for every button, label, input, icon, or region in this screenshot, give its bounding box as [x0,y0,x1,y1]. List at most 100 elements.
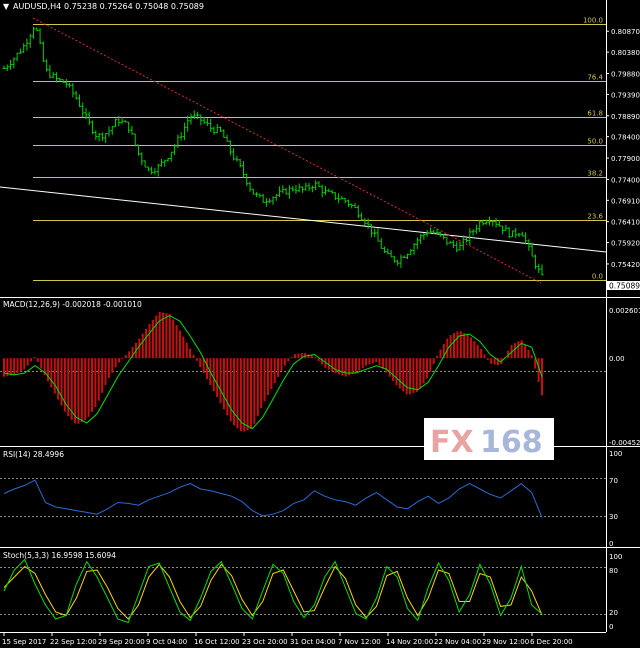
price-bar [304,182,308,191]
macd-hist-bar [185,342,188,359]
macd-hist-bar [53,358,56,394]
price-bar [271,196,275,205]
macd-hist-bar [402,358,405,392]
price-bar [94,130,98,141]
price-bar [501,225,505,235]
price-bar [497,220,501,227]
price-bar [251,188,255,195]
macd-hist-bar [446,338,449,359]
macd-hist-bar [155,315,158,359]
macd-hist-bar [307,354,310,359]
price-bar [117,116,121,127]
price-bar [333,192,337,201]
price-bar [527,239,531,251]
collapse-arrow-icon[interactable]: ▼ [3,2,10,11]
price-tick-label: 0.77400 [611,176,640,184]
rsi-tick-label: 0 [609,540,613,548]
price-bar [399,254,403,268]
macd-hist-bar [439,349,442,359]
macd-signal-line [3,315,543,430]
price-bar [255,191,259,198]
price-bar [533,254,537,270]
rsi-line [3,479,543,518]
macd-hist-bar [128,351,131,359]
macd-hist-bar [270,358,273,390]
rsi-tick-label: 100 [609,450,622,458]
price-bar [346,199,350,208]
macd-hist-bar [182,336,185,359]
macd-hist-bar [118,358,121,363]
price-bar [310,185,314,193]
macd-hist-bar [524,345,527,359]
svg-text:168: 168 [480,425,543,460]
price-bar [471,229,475,236]
price-bar [32,26,36,39]
price-bar [248,181,252,192]
price-bar [432,229,436,235]
price-bar [212,126,216,135]
price-bar [159,159,163,167]
macd-hist-bar [368,358,371,365]
macd-hist-bar [90,358,93,412]
white-trend-line[interactable] [0,186,607,253]
macd-hist-bar [449,335,452,359]
time-axis-ticks: 15 Sep 2017 22 Sep 12:00 29 Sep 20:00 9 Oct… [2,632,573,646]
stoch-tick-label: 0 [609,623,613,631]
price-bar [524,232,528,245]
price-bar [2,65,6,70]
macd-hist-bar [381,358,384,369]
price-bars [2,26,544,276]
macd-hist-bar [537,358,540,382]
price-tick-label: 0.80380 [611,49,640,57]
time-tick-label: 15 Sep 2017 [2,638,46,646]
price-bar [225,134,229,142]
price-bar [61,79,65,83]
macd-hist-bar [141,333,144,359]
price-bar [369,223,373,238]
macd-hist-bar [239,358,242,432]
price-bar [327,188,331,192]
macd-hist-bar [334,358,337,374]
macd-hist-bar [351,358,354,375]
price-bar [294,185,298,194]
macd-hist-bar [375,358,378,362]
price-bar [494,217,498,228]
macd-hist-bar [6,358,9,377]
price-bar [451,240,455,249]
price-bar [448,240,452,244]
price-bar [468,228,472,245]
stoch-tick-label: 80 [609,567,618,575]
price-bar [15,52,19,62]
macd-hist-bar [453,333,456,359]
price-bar [353,202,357,209]
ohlc-readout: 0.75238 0.75264 0.75048 0.75089 [64,2,204,11]
macd-hist-bar [409,358,412,395]
symbol-title: AUDUSD,H4 [13,2,61,11]
red-trend-line[interactable] [32,17,542,284]
macd-hist-bar [331,358,334,372]
price-bar [110,126,114,135]
price-bar [107,126,111,137]
macd-hist-bar [348,358,351,376]
macd-hist-bar [341,358,344,376]
price-bar [38,28,42,45]
macd-hist-bar [219,358,222,404]
macd-hist-bar [87,358,90,417]
macd-hist-bar [36,358,39,362]
price-tick-label: 0.80870 [611,28,640,36]
price-bar [182,122,186,141]
price-bar [199,114,203,126]
price-bar [25,38,29,51]
macd-hist-bar [412,358,415,394]
price-bar [84,108,88,120]
macd-hist-bar [432,358,435,364]
macd-hist-bar [280,358,283,371]
price-bar [97,132,101,142]
macd-hist-bar [385,358,388,373]
macd-hist-bar [527,349,530,359]
macd-hist-bar [243,358,246,432]
macd-hist-bar [253,358,256,424]
price-bar [474,224,478,235]
macd-tick-label: -0.004523 [609,439,640,447]
price-bar [235,155,239,162]
